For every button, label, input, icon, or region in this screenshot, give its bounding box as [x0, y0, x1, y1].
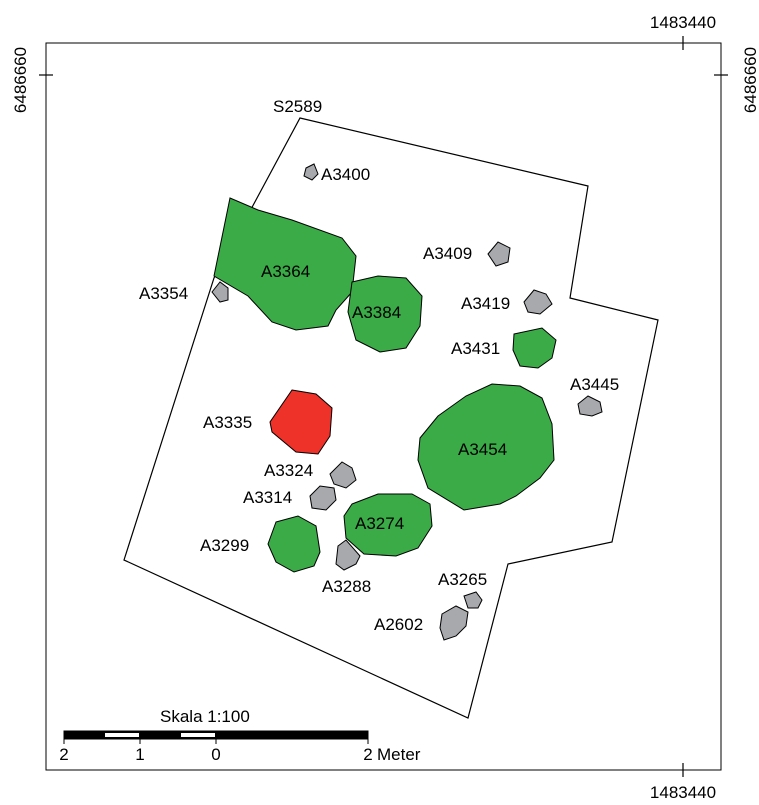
map-frame [45, 42, 722, 771]
feature-a3274 [343, 493, 433, 557]
label-a3299: A3299 [200, 536, 249, 555]
trench-label: S2589 [273, 97, 322, 116]
feature-a3419 [523, 289, 553, 315]
scale-unit: Meter [377, 745, 421, 764]
label-a2602: A2602 [374, 615, 423, 634]
label-a3445: A3445 [570, 375, 619, 394]
northing-label-right: 6486660 [741, 47, 759, 113]
feature-a3335 [269, 389, 333, 455]
scale-title: Skala 1:100 [160, 707, 250, 726]
scale-bar-segment-white-2 [181, 733, 215, 737]
scale-tick-label-2: 1 [135, 745, 144, 764]
label-a3354: A3354 [139, 284, 188, 303]
label-a3324: A3324 [264, 461, 313, 480]
feature-a3409 [487, 241, 511, 267]
scale-tick-label-4: 2 [363, 745, 372, 764]
feature-a3324 [329, 461, 357, 489]
label-a3364: A3364 [261, 262, 310, 281]
label-a3288: A3288 [322, 577, 371, 596]
feature-a3454 [417, 383, 555, 511]
scale-tick-label-3: 0 [211, 745, 220, 764]
label-a3274: A3274 [355, 514, 404, 533]
feature-a3354 [211, 281, 229, 303]
feature-a3445 [577, 395, 603, 417]
label-a3431: A3431 [451, 339, 500, 358]
feature-a3314 [309, 485, 337, 511]
feature-a3288 [335, 539, 361, 571]
label-a3409: A3409 [423, 244, 472, 263]
label-a3454: A3454 [458, 440, 507, 459]
feature-a3384 [347, 275, 423, 353]
label-a3400: A3400 [321, 165, 370, 184]
feature-a3299 [267, 515, 321, 573]
label-a3314: A3314 [243, 488, 292, 507]
feature-a3400 [303, 163, 319, 181]
feature-a2602 [439, 605, 469, 641]
easting-label-top: 1483440 [650, 13, 716, 32]
feature-a3265 [463, 591, 483, 609]
label-a3384: A3384 [352, 303, 401, 322]
feature-a3364 [213, 197, 357, 331]
scale-tick-label-1: 2 [59, 745, 68, 764]
easting-label-bottom: 1483440 [650, 783, 716, 802]
northing-label-left: 6486660 [11, 47, 30, 113]
feature-a3431 [512, 327, 557, 369]
scale-bar: Skala 1:100 2 1 0 2 Meter [59, 707, 421, 764]
label-a3419: A3419 [461, 294, 510, 313]
label-a3265: A3265 [438, 570, 487, 589]
label-a3335: A3335 [203, 413, 252, 432]
scale-bar-segment-white-1 [105, 733, 139, 737]
